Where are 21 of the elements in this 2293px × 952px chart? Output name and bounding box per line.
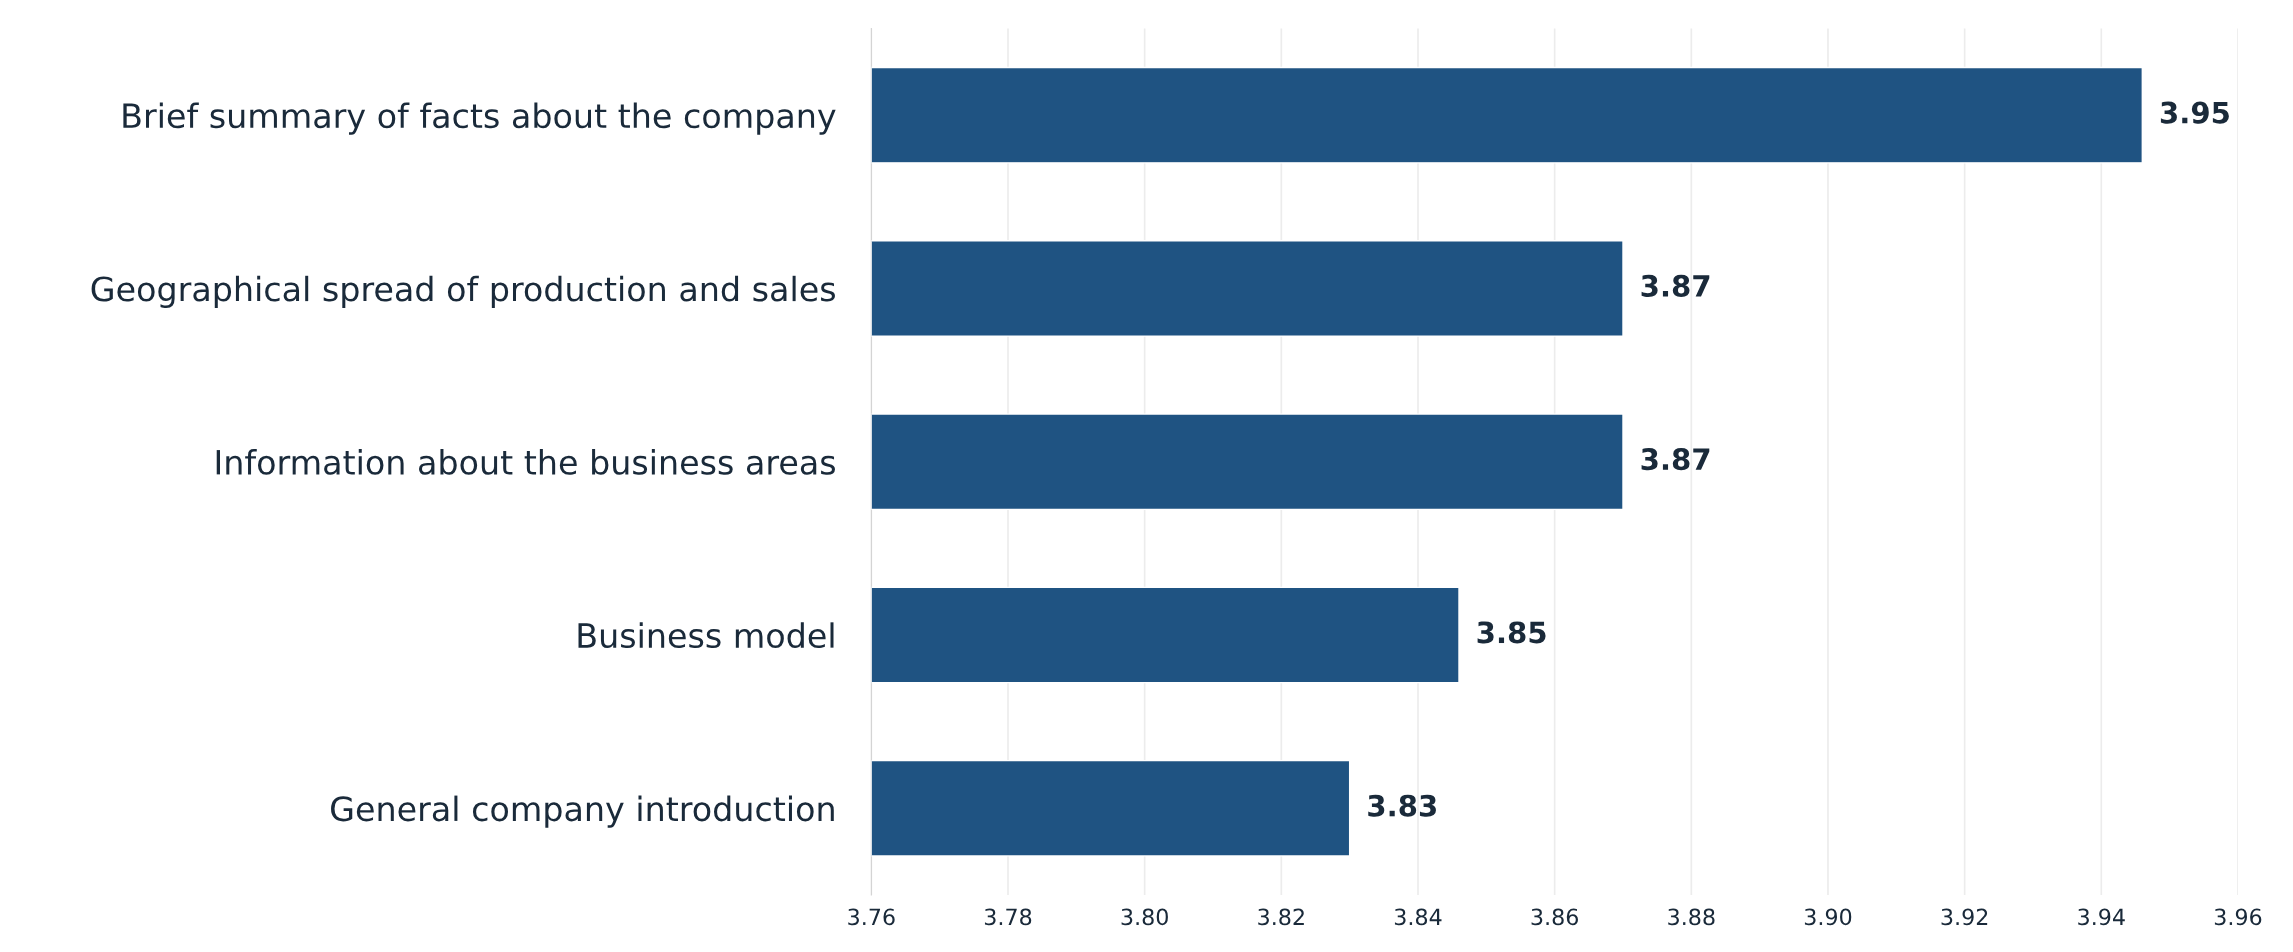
text: 3.90 xyxy=(1804,908,1852,926)
y-tick-label: Geographical spread of production and sales xyxy=(91,275,835,309)
y-tick-label: Business model xyxy=(578,622,834,649)
text: 3.86 xyxy=(1531,908,1578,926)
data-label: 3.95 xyxy=(2160,101,2229,124)
text: 3.88 xyxy=(1668,908,1715,926)
text: 3.84 xyxy=(1394,908,1442,926)
y-tick-label: Brief summary of facts about the company xyxy=(123,102,836,135)
text: 3.80 xyxy=(1121,908,1168,926)
data-label: 3.87 xyxy=(1641,448,1710,471)
data-label: 3.87 xyxy=(1641,274,1710,297)
data-label: 3.85 xyxy=(1477,621,1546,644)
data-label: 3.83 xyxy=(1368,794,1436,817)
text: 3.76 xyxy=(848,908,895,926)
y-tick-label: Information about the business areas xyxy=(216,449,835,475)
text: 3.92 xyxy=(1941,908,1988,926)
y-tick-label: General company introduction xyxy=(331,795,834,828)
text: 3.96 xyxy=(2214,908,2262,926)
text: 3.94 xyxy=(2078,908,2125,926)
text: 3.82 xyxy=(1258,908,1304,926)
text: 3.78 xyxy=(984,908,1032,926)
